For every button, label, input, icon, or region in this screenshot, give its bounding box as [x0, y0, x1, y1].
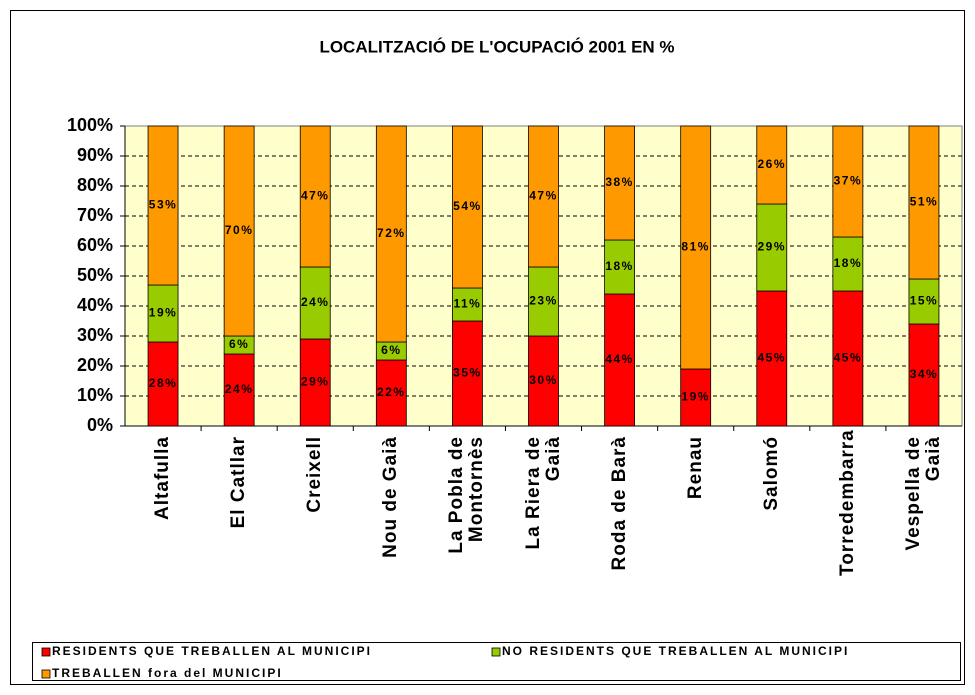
bar-segment	[680, 368, 712, 427]
y-tick-label: 90%	[77, 145, 113, 165]
bar-segment	[832, 125, 864, 238]
data-label: 11%	[453, 297, 481, 311]
data-label: 81%	[681, 240, 710, 254]
bar-segment	[147, 284, 179, 343]
data-label: 53%	[149, 198, 178, 212]
legend-label: NO RESIDENTS QUE TREBALLEN AL MUNICIPI	[502, 644, 849, 658]
bar-segment	[223, 125, 255, 337]
data-label: 54%	[453, 199, 482, 213]
data-label: 18%	[605, 259, 634, 273]
y-tick-label: 60%	[77, 235, 113, 255]
data-label: 72%	[377, 226, 406, 240]
x-tick-label: Creixell	[304, 436, 326, 513]
legend-swatch	[41, 647, 51, 657]
y-tick-label: 0%	[87, 415, 113, 435]
y-tick-label: 100%	[67, 115, 113, 135]
data-label: 34%	[910, 367, 939, 381]
bar-segment	[375, 125, 407, 343]
bar-segment	[604, 239, 635, 295]
data-label: 18%	[834, 256, 863, 270]
data-label: 29%	[758, 240, 787, 254]
y-tick-label: 40%	[77, 295, 113, 315]
bar-segment	[908, 125, 940, 280]
bar-segment	[528, 125, 559, 268]
y-tick-label: 30%	[77, 325, 113, 345]
data-label: 24%	[225, 382, 254, 396]
data-label: 51%	[910, 195, 939, 209]
bar-segment	[756, 125, 788, 205]
x-tick-label: Salomó	[760, 436, 782, 511]
y-tick-label: 10%	[77, 385, 113, 405]
chart-title: LOCALITZACIÓ DE L'OCUPACIÓ 2001 EN %	[319, 37, 674, 56]
data-label: 45%	[834, 351, 863, 365]
data-label: 23%	[529, 294, 558, 308]
data-label: 35%	[453, 366, 482, 380]
bar-segment	[832, 236, 864, 292]
bar-segment	[299, 266, 331, 340]
data-label: 70%	[225, 223, 254, 237]
y-tick-label: 80%	[77, 175, 113, 195]
legend-swatch	[491, 647, 501, 657]
y-tick-label: 70%	[77, 205, 113, 225]
data-label: 15%	[910, 294, 939, 308]
data-label: 45%	[758, 351, 787, 365]
y-tick-label: 50%	[77, 265, 113, 285]
x-tick-label: Nou de Gaià	[380, 436, 402, 558]
data-label: 19%	[149, 306, 178, 320]
data-label: 24%	[301, 295, 330, 309]
legend-label: TREBALLEN fora del MUNICIPI	[52, 666, 283, 680]
bar-segment	[223, 353, 255, 427]
y-tick-label: 20%	[77, 355, 113, 375]
data-label: 29%	[301, 375, 330, 389]
x-tick-label: Altafulla	[152, 436, 174, 520]
data-label: 6%	[381, 343, 401, 357]
data-label: 26%	[758, 157, 787, 171]
bar-segment	[908, 278, 940, 325]
data-label: 47%	[529, 189, 558, 203]
bar-segment	[756, 203, 788, 292]
bar-segment	[147, 341, 179, 427]
x-tick-label: Renau	[684, 436, 706, 500]
x-tick-label: El Catllar	[228, 436, 250, 529]
bar-segment	[528, 335, 559, 427]
x-tick-label: La Pobla de Montornès	[446, 436, 488, 554]
legend-swatch	[41, 669, 51, 679]
bar-segment	[908, 323, 940, 427]
legend-label: RESIDENTS QUE TREBALLEN AL MUNICIPI	[52, 644, 372, 658]
bar-segment	[604, 125, 635, 241]
bar-segment	[147, 125, 179, 286]
x-tick-label: Torredembarra	[836, 429, 858, 576]
bar-segment	[299, 338, 331, 427]
data-label: 22%	[377, 385, 406, 399]
x-tick-label: Roda de Barà	[608, 436, 630, 571]
data-label: 47%	[301, 189, 330, 203]
x-tick-label: La Riera de Gaià	[522, 436, 564, 550]
bar-segment	[680, 125, 712, 370]
bar-segment	[452, 320, 483, 427]
data-label: 19%	[681, 390, 710, 404]
bar-segment	[452, 287, 483, 322]
bar-segment	[299, 125, 331, 268]
data-label: 44%	[605, 352, 634, 366]
bar-segment	[375, 359, 407, 427]
bar-segment	[604, 293, 635, 427]
data-label: 37%	[834, 174, 863, 188]
data-label: 30%	[529, 373, 558, 387]
data-label: 6%	[229, 337, 249, 351]
bar-segment	[452, 125, 483, 289]
data-label: 28%	[149, 376, 178, 390]
x-tick-label: Vespella de Gaià	[902, 436, 944, 551]
data-label: 38%	[605, 175, 634, 189]
